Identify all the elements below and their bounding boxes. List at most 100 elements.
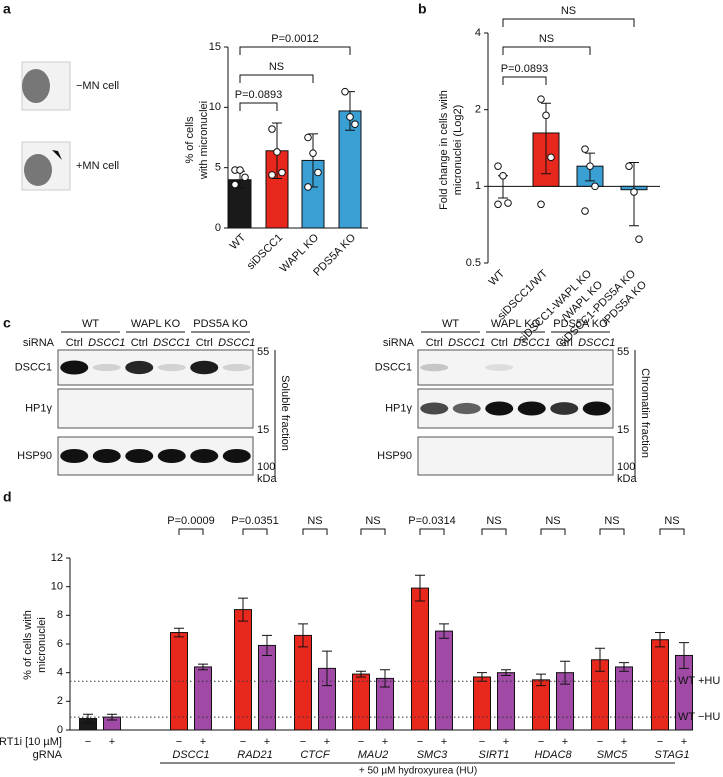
y-tick-label: 0 — [57, 724, 63, 736]
bracket — [239, 102, 278, 111]
bar — [532, 679, 550, 731]
row-label: HP1γ — [385, 402, 412, 414]
group-label: PDS5A KO — [193, 318, 248, 330]
lane-label: Ctrl — [66, 337, 83, 349]
panel-label: a — [3, 1, 11, 17]
fraction-label: Chromatin fraction — [639, 368, 651, 458]
band — [125, 360, 154, 375]
sublabel: + — [681, 736, 687, 748]
data-point — [346, 113, 354, 121]
bar — [615, 666, 633, 731]
nucleus — [22, 69, 50, 103]
band — [60, 360, 89, 375]
data-point — [494, 162, 502, 170]
data-point — [231, 180, 239, 189]
sublabel: + — [441, 736, 447, 748]
bracket — [419, 528, 445, 535]
bracket — [242, 528, 268, 535]
band — [190, 449, 219, 463]
comparison-label: P=0.0893 — [235, 89, 282, 101]
y-axis-label: Fold change in cells with — [438, 90, 450, 210]
bracket — [360, 528, 386, 535]
comparison-label: NS — [604, 515, 619, 527]
data-point — [591, 182, 599, 191]
lane-label: DSCC1 — [513, 337, 550, 349]
data-point — [542, 111, 550, 120]
row-label: gRNA — [33, 749, 63, 761]
band — [125, 449, 154, 463]
sublabel: − — [597, 736, 603, 748]
y-axis-label: micronuclei — [36, 617, 48, 673]
y-tick-label: 15 — [209, 41, 221, 53]
sublabel: − — [417, 736, 423, 748]
blot — [57, 388, 254, 429]
unit: kDa — [617, 473, 637, 485]
error-bar — [655, 632, 665, 648]
sublabel: + — [562, 736, 568, 748]
group-label: WT — [442, 318, 459, 330]
comparison-label: NS — [545, 515, 560, 527]
band — [92, 363, 121, 372]
lane-label: DSCC1 — [218, 337, 255, 349]
error-bar — [415, 574, 425, 602]
bracket — [239, 74, 314, 83]
marker: 100 — [257, 461, 275, 473]
row-label: HSP90 — [17, 450, 52, 462]
sublabel: − — [300, 736, 306, 748]
comparison-label: NS — [539, 33, 554, 45]
sublabel: − — [538, 736, 544, 748]
data-point — [341, 87, 349, 96]
band — [582, 401, 611, 416]
data-point — [314, 168, 322, 177]
group-label: PDS5A KO — [553, 318, 608, 330]
cell-label: −MN cell — [76, 80, 119, 92]
bar — [194, 666, 212, 731]
data-point — [278, 168, 286, 177]
category-label: WT — [487, 267, 508, 288]
lane-label: DSCC1 — [578, 337, 615, 349]
lane-label: Ctrl — [131, 337, 148, 349]
bracket — [178, 528, 204, 535]
y-tick-label: 4 — [475, 27, 481, 39]
category-label: WT — [228, 231, 249, 252]
blot — [417, 388, 614, 429]
data-point — [537, 95, 545, 103]
data-point — [351, 120, 359, 129]
panel-label: b — [418, 1, 427, 17]
lane-label: Ctrl — [196, 337, 213, 349]
band — [517, 401, 546, 416]
data-point — [241, 173, 249, 182]
sublabel: + — [200, 736, 206, 748]
comparison-label: NS — [307, 515, 322, 527]
arrowhead — [52, 150, 62, 160]
marker: 55 — [257, 346, 269, 358]
comparison-label: P=0.0893 — [501, 63, 548, 75]
group-label: WAPL KO — [491, 318, 541, 330]
bracket — [659, 528, 685, 535]
data-point — [304, 183, 312, 191]
reference-label: WT −HU — [678, 711, 720, 723]
group-label: WAPL KO — [131, 318, 181, 330]
sublabel: + — [503, 736, 509, 748]
row-label: DSCC1 — [15, 361, 52, 373]
panel-label: c — [3, 315, 11, 331]
bracket — [481, 528, 507, 535]
sublabel: − — [358, 736, 364, 748]
marker: 55 — [617, 346, 629, 358]
sublabel: + — [264, 736, 270, 748]
category-label: HDAC8 — [534, 749, 572, 761]
blot — [417, 436, 614, 476]
bar — [294, 634, 312, 731]
footer: + 50 µM hydroxyurea (HU) — [359, 766, 477, 777]
lane-label: Ctrl — [426, 337, 443, 349]
data-point — [547, 153, 555, 162]
band — [550, 402, 579, 415]
error-bar — [560, 660, 570, 685]
fraction-label: Soluble fraction — [279, 375, 291, 451]
panel-label: d — [3, 489, 12, 505]
band — [452, 402, 481, 415]
data-point — [625, 162, 633, 170]
lane-label: Ctrl — [491, 337, 508, 349]
sublabel: − — [85, 736, 91, 748]
y-tick-label: 12 — [51, 552, 63, 564]
